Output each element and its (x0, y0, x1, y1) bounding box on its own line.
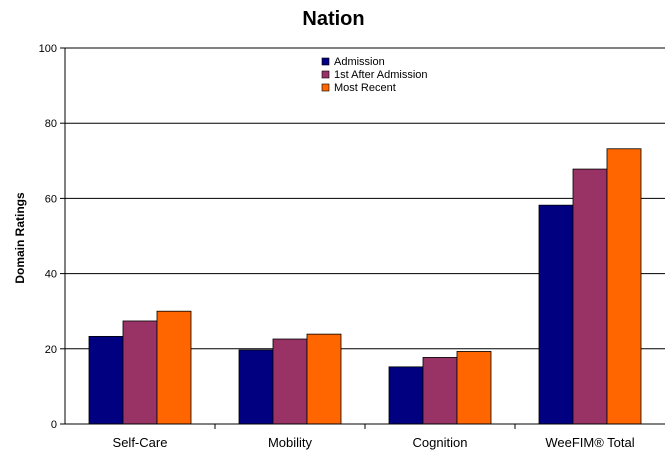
y-tick-label: 60 (45, 193, 57, 205)
chart-title: Nation (302, 8, 365, 30)
legend-swatch (321, 57, 330, 66)
y-tick-label: 0 (51, 419, 57, 431)
x-tick-label: Self-Care (113, 435, 168, 450)
bar (272, 338, 308, 425)
legend-label: 1st After Admission (334, 69, 428, 81)
y-tick-label: 20 (45, 344, 57, 356)
bar (88, 335, 124, 425)
y-tick-label: 100 (39, 43, 57, 55)
x-tick-label: Cognition (413, 435, 468, 450)
bar (388, 366, 424, 425)
legend-label: Admission (334, 56, 385, 68)
y-tick-label: 40 (45, 269, 57, 281)
y-tick-label: 80 (45, 118, 57, 130)
axes: 0 20 40 60 80 100 Self-Care Mobility Cognition We… (39, 43, 665, 450)
bar (238, 349, 274, 425)
x-tick-label: Mobility (268, 435, 313, 450)
x-tick-label: WeeFIM® Total (545, 435, 634, 450)
bar (306, 333, 342, 425)
bar (122, 320, 158, 425)
bar (156, 310, 192, 425)
bar (422, 357, 458, 425)
legend-swatch (321, 70, 330, 79)
bar (606, 148, 642, 425)
bar (456, 351, 492, 425)
legend-label: Most Recent (334, 82, 396, 94)
bar (572, 168, 608, 425)
legend-swatch (321, 83, 330, 92)
bar (538, 204, 574, 425)
bars (88, 148, 642, 425)
y-axis-label: Domain Ratings (13, 192, 27, 284)
